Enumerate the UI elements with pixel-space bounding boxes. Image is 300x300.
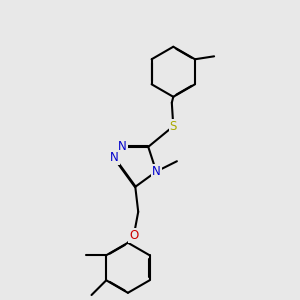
Text: O: O bbox=[129, 229, 138, 242]
Text: N: N bbox=[118, 140, 127, 153]
Text: N: N bbox=[110, 152, 119, 164]
Text: S: S bbox=[169, 120, 177, 133]
Text: N: N bbox=[152, 165, 161, 178]
